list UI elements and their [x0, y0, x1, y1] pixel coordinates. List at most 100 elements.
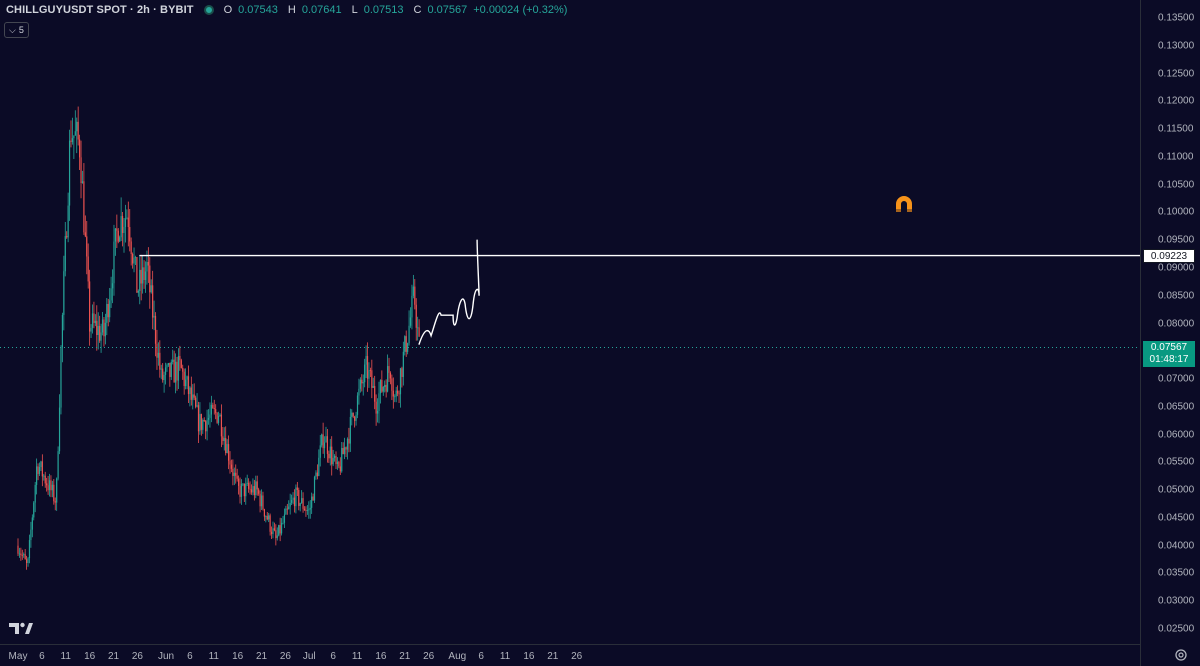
candle-body	[233, 472, 235, 476]
candle-body	[206, 419, 208, 432]
candle-body	[162, 368, 164, 381]
price-axis[interactable]: 0.13500 0.13000 0.12500 0.12000 0.11500 0.110…	[1140, 0, 1200, 666]
candle-body	[139, 269, 141, 291]
candle-body	[167, 362, 170, 366]
price-tick-label: 0.13500	[1158, 12, 1195, 24]
candle-body	[142, 267, 144, 284]
candle-body	[203, 420, 205, 422]
candle-body	[154, 315, 157, 344]
candle-body	[50, 480, 52, 491]
candle-body	[177, 355, 180, 381]
candle-body	[245, 483, 247, 497]
indicators-toggle-button[interactable]: ⌵ 5	[4, 22, 29, 38]
candle-body	[136, 257, 138, 293]
candle-body	[140, 269, 142, 284]
candle-body	[91, 313, 94, 328]
gear-icon[interactable]	[1172, 646, 1190, 664]
candle-body	[339, 466, 341, 472]
open-value: 0.07543	[238, 4, 278, 16]
candle-body	[80, 157, 82, 184]
candle-body	[210, 404, 212, 415]
candle-body	[270, 531, 273, 535]
candle-body	[34, 484, 36, 503]
price-tick-label: 0.04500	[1158, 512, 1195, 524]
candle-body	[130, 241, 132, 254]
candle-body	[313, 476, 316, 501]
time-tick-label: 26	[279, 651, 291, 662]
candle-body	[338, 461, 340, 467]
candle-body	[143, 267, 145, 281]
candle-body	[404, 336, 406, 352]
candle-body	[303, 508, 306, 511]
candle-body	[351, 412, 353, 417]
low-value: 0.07513	[363, 4, 404, 16]
candle-body	[33, 502, 35, 518]
candle-body	[227, 444, 230, 461]
candle-body	[302, 498, 304, 509]
candle-body	[263, 509, 265, 517]
candle-body	[137, 290, 139, 293]
candle-body	[117, 230, 119, 242]
candle-body	[153, 315, 155, 318]
price-tick-label: 0.04000	[1158, 540, 1195, 552]
candle-body	[418, 327, 420, 337]
candle-body	[197, 405, 200, 432]
candle-body	[299, 503, 301, 506]
candle-body	[192, 394, 194, 400]
candle-body	[90, 327, 92, 332]
candle-body	[329, 446, 331, 459]
candle-body	[70, 140, 72, 142]
candle-body	[222, 436, 224, 441]
candle-body	[378, 393, 380, 411]
time-axis[interactable]: May 6 11 16 21 26 Jun 6 11 16 21 26 Jul 6 11 16 21 26 Aug 6…	[0, 644, 1140, 666]
candle-body	[58, 407, 61, 452]
candle-body	[395, 390, 397, 397]
candle-body	[285, 508, 287, 515]
candle-body	[391, 378, 393, 391]
candle-body	[199, 414, 201, 432]
candle-body	[397, 390, 399, 394]
candle-body	[289, 502, 291, 507]
candle-body	[47, 485, 49, 491]
candle-body	[87, 256, 89, 282]
candle-body	[250, 489, 253, 493]
time-tick-label: 21	[107, 651, 120, 662]
candle-body	[40, 461, 42, 468]
candle-body	[346, 438, 349, 450]
price-tick-label: 0.11500	[1158, 123, 1194, 135]
candle-body	[84, 232, 86, 237]
time-tick-label: 16	[375, 651, 387, 662]
candle-body	[81, 181, 84, 184]
candle-body	[372, 386, 374, 388]
candle-body	[46, 483, 48, 486]
candle-body	[174, 361, 177, 383]
candle-body	[306, 510, 308, 511]
candle-body	[316, 472, 318, 477]
candle-body	[119, 237, 121, 242]
candle-body	[193, 394, 195, 398]
candle-body	[106, 303, 108, 323]
candle-body	[121, 216, 124, 234]
candle-body	[308, 509, 310, 511]
candle-body	[225, 438, 227, 454]
candle-body	[280, 522, 283, 534]
candle-body	[71, 138, 74, 142]
candle-body	[269, 515, 271, 532]
candle-body	[401, 368, 403, 377]
candle-body	[412, 286, 414, 296]
price-tick-label: 0.06500	[1158, 401, 1195, 413]
chart-canvas[interactable]	[0, 0, 1140, 644]
candle-body	[156, 343, 158, 358]
time-tick-label: 6	[478, 651, 484, 662]
candle-body	[61, 314, 64, 348]
candle-body	[123, 227, 125, 234]
horizontal-line-price-label: 0.09223	[1143, 248, 1195, 263]
candle-body	[252, 486, 254, 493]
candle-body	[28, 540, 31, 559]
candle-body	[278, 525, 280, 536]
price-tick-label: 0.10500	[1158, 179, 1195, 191]
candle-body	[282, 522, 284, 524]
candle-body	[230, 464, 233, 469]
price-tick-label: 0.09000	[1158, 262, 1195, 274]
symbol-title[interactable]: CHILLGUYUSDT SPOT · 2h · BYBIT	[6, 4, 194, 16]
